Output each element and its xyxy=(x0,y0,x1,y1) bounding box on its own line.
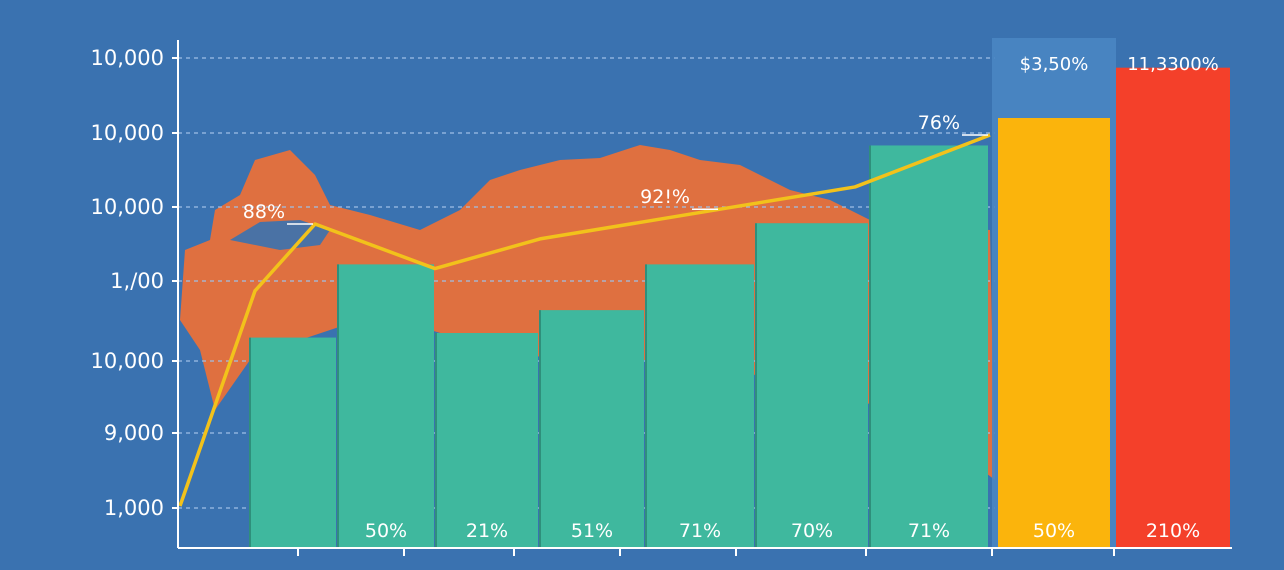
bar xyxy=(870,145,988,548)
map-lake xyxy=(230,220,330,250)
line-annotation: 76% xyxy=(918,112,960,134)
bar-top-label: $3,50% xyxy=(1020,54,1089,75)
bar-value-label: 70% xyxy=(791,520,833,542)
y-tick-label: 9,000 xyxy=(104,421,164,445)
bar-value-label: 50% xyxy=(365,520,407,542)
y-tick-label: 10,000 xyxy=(91,121,164,145)
axes xyxy=(177,40,1232,556)
y-tick-label: 1,/00 xyxy=(110,269,164,293)
bar-value-label: 21% xyxy=(466,520,508,542)
y-tick-label: 10,000 xyxy=(91,349,164,373)
bar-value-label: 210% xyxy=(1146,520,1200,542)
bar xyxy=(436,333,538,548)
bar xyxy=(1116,67,1230,549)
bar-value-label: 50% xyxy=(1033,520,1075,542)
labels-group: 10,000 10,000 10,000 1,/00 10,000 9,000 1,000 5… xyxy=(91,46,1219,542)
trend-line-group xyxy=(178,133,991,507)
bar-top-label: 11,3300% xyxy=(1127,54,1219,75)
bar xyxy=(646,264,754,548)
line-annotation: 92!% xyxy=(640,186,690,208)
bar xyxy=(250,337,336,548)
bar xyxy=(338,264,434,548)
trend-line xyxy=(178,133,991,507)
bar-value-label: 71% xyxy=(908,520,950,542)
bar xyxy=(998,118,1110,548)
bar-value-label: 71% xyxy=(679,520,721,542)
y-tick-label: 1,000 xyxy=(104,496,164,520)
bars-group xyxy=(249,67,1230,549)
y-tick-label: 10,000 xyxy=(91,46,164,70)
y-tick-label: 10,000 xyxy=(91,195,164,219)
bar-value-label: 51% xyxy=(571,520,613,542)
bar xyxy=(540,310,644,548)
bar xyxy=(756,223,868,548)
line-annotation: 88% xyxy=(243,201,285,223)
